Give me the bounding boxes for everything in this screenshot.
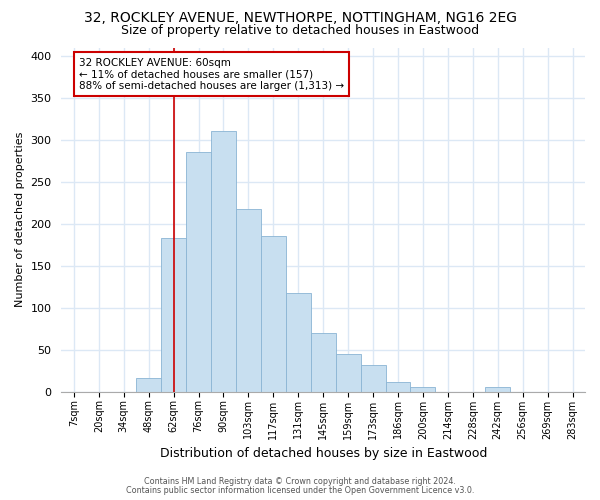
Text: Contains HM Land Registry data © Crown copyright and database right 2024.: Contains HM Land Registry data © Crown c… (144, 477, 456, 486)
Bar (236, 208, 261, 392)
Y-axis label: Number of detached properties: Number of detached properties (15, 132, 25, 308)
Bar (410, 388, 436, 392)
Bar (261, 236, 286, 392)
X-axis label: Distribution of detached houses by size in Eastwood: Distribution of detached houses by size … (160, 447, 487, 460)
Text: Size of property relative to detached houses in Eastwood: Size of property relative to detached ho… (121, 24, 479, 37)
Bar (335, 354, 361, 392)
Bar (136, 378, 161, 392)
Bar (186, 152, 211, 392)
Text: 32 ROCKLEY AVENUE: 60sqm
← 11% of detached houses are smaller (157)
88% of semi-: 32 ROCKLEY AVENUE: 60sqm ← 11% of detach… (79, 58, 344, 91)
Bar (286, 294, 311, 392)
Bar (161, 238, 186, 392)
Bar (386, 382, 410, 392)
Text: Contains public sector information licensed under the Open Government Licence v3: Contains public sector information licen… (126, 486, 474, 495)
Bar (361, 365, 386, 392)
Bar (311, 333, 335, 392)
Bar (211, 132, 236, 392)
Bar (485, 388, 510, 392)
Text: 32, ROCKLEY AVENUE, NEWTHORPE, NOTTINGHAM, NG16 2EG: 32, ROCKLEY AVENUE, NEWTHORPE, NOTTINGHA… (83, 11, 517, 25)
